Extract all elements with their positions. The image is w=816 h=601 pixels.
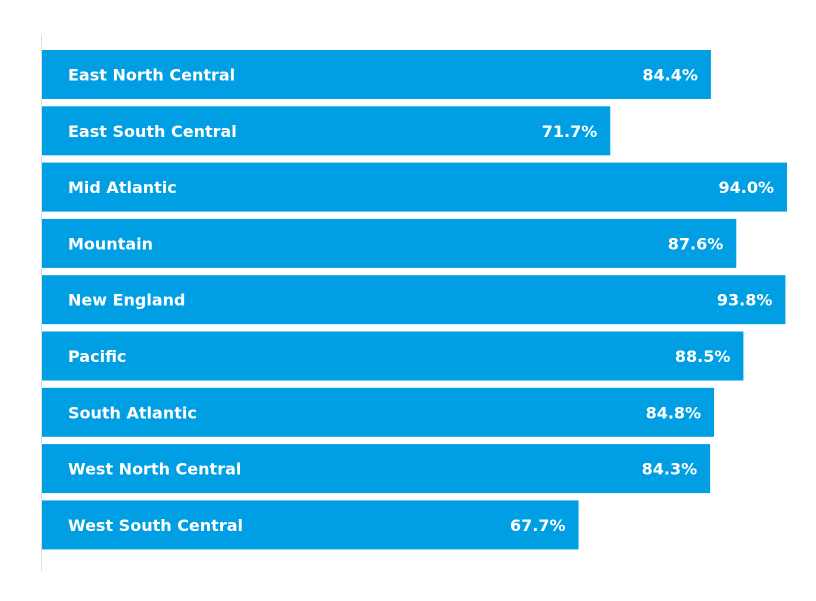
category-label: Mid Atlantic — [68, 178, 177, 197]
bar-pacific — [42, 331, 744, 381]
category-label: Mountain — [68, 234, 153, 253]
bar-west-north-central — [42, 444, 711, 494]
category-label: West South Central — [68, 516, 243, 535]
bar-west-south-central — [42, 500, 579, 550]
category-label: West North Central — [68, 460, 241, 479]
bar-east-north-central — [42, 50, 711, 99]
bar-south-atlantic — [42, 387, 715, 437]
value-label: 71.7% — [542, 122, 598, 141]
bar-new-england — [42, 275, 786, 325]
value-label: 84.4% — [642, 66, 698, 85]
value-label: 93.8% — [717, 291, 773, 310]
category-label: East South Central — [68, 122, 237, 141]
value-label: 67.7% — [510, 516, 566, 535]
value-label: 84.8% — [646, 403, 702, 422]
value-label: 88.5% — [675, 347, 731, 366]
value-label: 94.0% — [718, 178, 774, 197]
value-label: 87.6% — [668, 234, 724, 253]
category-label: South Atlantic — [68, 403, 197, 422]
value-label: 84.3% — [642, 460, 698, 479]
category-label: New England — [68, 291, 186, 310]
bar-mountain — [42, 218, 737, 268]
category-label: Pacific — [68, 347, 126, 366]
bar-mid-atlantic — [42, 162, 787, 212]
bars-group: East North Central 84.4% East South Centra… — [42, 50, 787, 550]
bar-east-south-central — [42, 106, 611, 156]
category-label: East North Central — [68, 66, 235, 85]
